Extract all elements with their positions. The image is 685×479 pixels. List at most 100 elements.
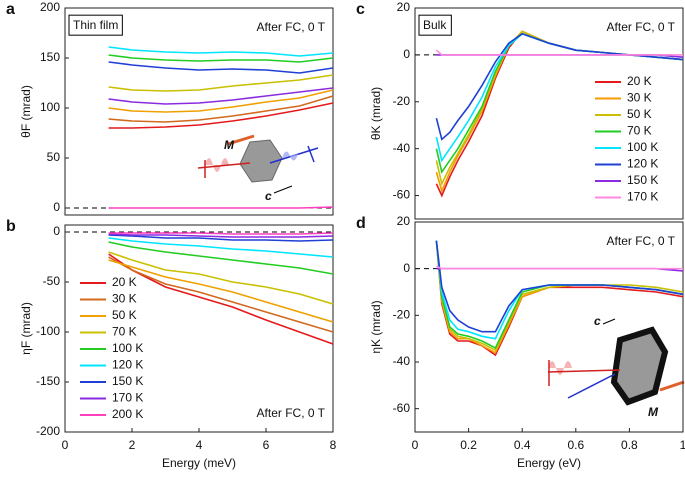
data-line bbox=[435, 240, 684, 333]
x-axis-label: Energy (meV) bbox=[162, 456, 236, 470]
y-tick-label: -50 bbox=[43, 274, 61, 288]
y-tick-label: -100 bbox=[36, 324, 60, 338]
data-line bbox=[108, 87, 334, 105]
legend-label: 170 K bbox=[112, 391, 143, 405]
condition-note: After FC, 0 T bbox=[607, 20, 676, 34]
legend-label: 70 K bbox=[627, 124, 652, 138]
y-axis-label: θK (mrad) bbox=[369, 87, 383, 140]
y-tick-label: -60 bbox=[393, 188, 411, 202]
x-tick-label: 2 bbox=[129, 438, 136, 452]
inset-label: M bbox=[648, 405, 659, 419]
y-tick-label: -40 bbox=[393, 354, 411, 368]
y-tick-label: 0 bbox=[403, 47, 410, 61]
data-line bbox=[108, 206, 334, 209]
y-tick-label: 20 bbox=[397, 0, 411, 14]
y-tick-label: -200 bbox=[36, 424, 60, 438]
x-tick-label: 6 bbox=[263, 438, 270, 452]
data-line bbox=[108, 54, 334, 63]
inset-label: c bbox=[265, 189, 272, 203]
condition-note: After FC, 0 T bbox=[257, 406, 326, 420]
legend-label: 50 K bbox=[627, 107, 652, 121]
data-line bbox=[108, 102, 334, 129]
legend-label: 120 K bbox=[627, 157, 658, 171]
data-line bbox=[436, 265, 683, 270]
plot-frame bbox=[414, 7, 684, 220]
data-line bbox=[435, 240, 684, 352]
x-tick-label: 0.2 bbox=[460, 438, 477, 452]
data-line bbox=[108, 61, 334, 74]
legend-label: 100 K bbox=[627, 140, 658, 154]
y-tick-label: 150 bbox=[40, 50, 60, 64]
data-line bbox=[108, 234, 334, 242]
tag-box bbox=[418, 14, 452, 36]
x-tick-label: 1 bbox=[680, 438, 685, 452]
tag-box bbox=[68, 14, 123, 36]
y-tick-label: -20 bbox=[393, 94, 411, 108]
panel-label: b bbox=[6, 218, 16, 235]
y-tick-label: -20 bbox=[393, 308, 411, 322]
y-tick-label: 50 bbox=[47, 150, 61, 164]
data-line bbox=[108, 74, 334, 92]
data-line bbox=[108, 95, 334, 123]
y-tick-label: 0 bbox=[53, 200, 60, 214]
x-tick-label: 0 bbox=[62, 438, 69, 452]
y-tick-label: 20 bbox=[397, 214, 411, 228]
y-axis-label: ηK (mrad) bbox=[369, 300, 383, 353]
plot-frame bbox=[414, 221, 684, 433]
data-line bbox=[435, 49, 683, 56]
data-line bbox=[435, 240, 684, 357]
x-tick-label: 0.8 bbox=[621, 438, 638, 452]
inset-illustration bbox=[547, 318, 685, 406]
y-tick-label: 0 bbox=[53, 224, 60, 238]
legend-label: 150 K bbox=[112, 374, 143, 388]
x-tick-label: 8 bbox=[330, 438, 337, 452]
sample-tag: Thin film bbox=[73, 18, 118, 32]
y-axis-label: θF (mrad) bbox=[19, 85, 33, 138]
panel-label: a bbox=[6, 1, 15, 18]
data-line bbox=[108, 233, 334, 238]
data-line bbox=[108, 232, 334, 235]
data-line bbox=[435, 32, 684, 141]
legend-label: 100 K bbox=[112, 341, 143, 355]
legend-label: 200 K bbox=[112, 407, 143, 421]
y-tick-label: -40 bbox=[393, 141, 411, 155]
y-tick-label: 100 bbox=[40, 100, 60, 114]
sample-tag: Bulk bbox=[423, 18, 447, 32]
condition-note: After FC, 0 T bbox=[607, 234, 676, 248]
panel-label: c bbox=[356, 1, 365, 18]
x-tick-label: 0.4 bbox=[514, 438, 531, 452]
y-tick-label: 200 bbox=[40, 0, 60, 14]
y-axis-label: ηF (mrad) bbox=[19, 302, 33, 355]
plot-frame bbox=[64, 7, 334, 216]
y-tick-label: -150 bbox=[36, 374, 60, 388]
x-tick-label: 0.6 bbox=[567, 438, 584, 452]
inset-illustration bbox=[197, 134, 319, 194]
y-tick-label: 0 bbox=[403, 261, 410, 275]
data-line bbox=[108, 237, 334, 258]
inset-label: M bbox=[224, 138, 235, 152]
data-line bbox=[108, 89, 334, 113]
y-tick-label: -60 bbox=[393, 401, 411, 415]
legend-label: 30 K bbox=[112, 292, 137, 306]
data-line bbox=[108, 241, 334, 275]
data-line bbox=[108, 46, 334, 57]
legend-label: 20 K bbox=[627, 74, 652, 88]
x-axis-label: Energy (eV) bbox=[517, 456, 581, 470]
inset-label: c bbox=[594, 314, 601, 328]
data-line bbox=[435, 240, 684, 340]
legend-label: 70 K bbox=[112, 325, 137, 339]
data-line bbox=[108, 259, 334, 323]
legend-label: 30 K bbox=[627, 91, 652, 105]
x-tick-label: 0 bbox=[412, 438, 419, 452]
legend-label: 50 K bbox=[112, 308, 137, 322]
x-tick-label: 4 bbox=[196, 438, 203, 452]
condition-note: After FC, 0 T bbox=[257, 20, 326, 34]
panel-label: d bbox=[356, 215, 366, 232]
legend-label: 170 K bbox=[627, 190, 658, 204]
legend-label: 120 K bbox=[112, 358, 143, 372]
data-line bbox=[108, 256, 334, 333]
data-line bbox=[108, 251, 334, 305]
legend-label: 150 K bbox=[627, 173, 658, 187]
legend-label: 20 K bbox=[112, 275, 137, 289]
